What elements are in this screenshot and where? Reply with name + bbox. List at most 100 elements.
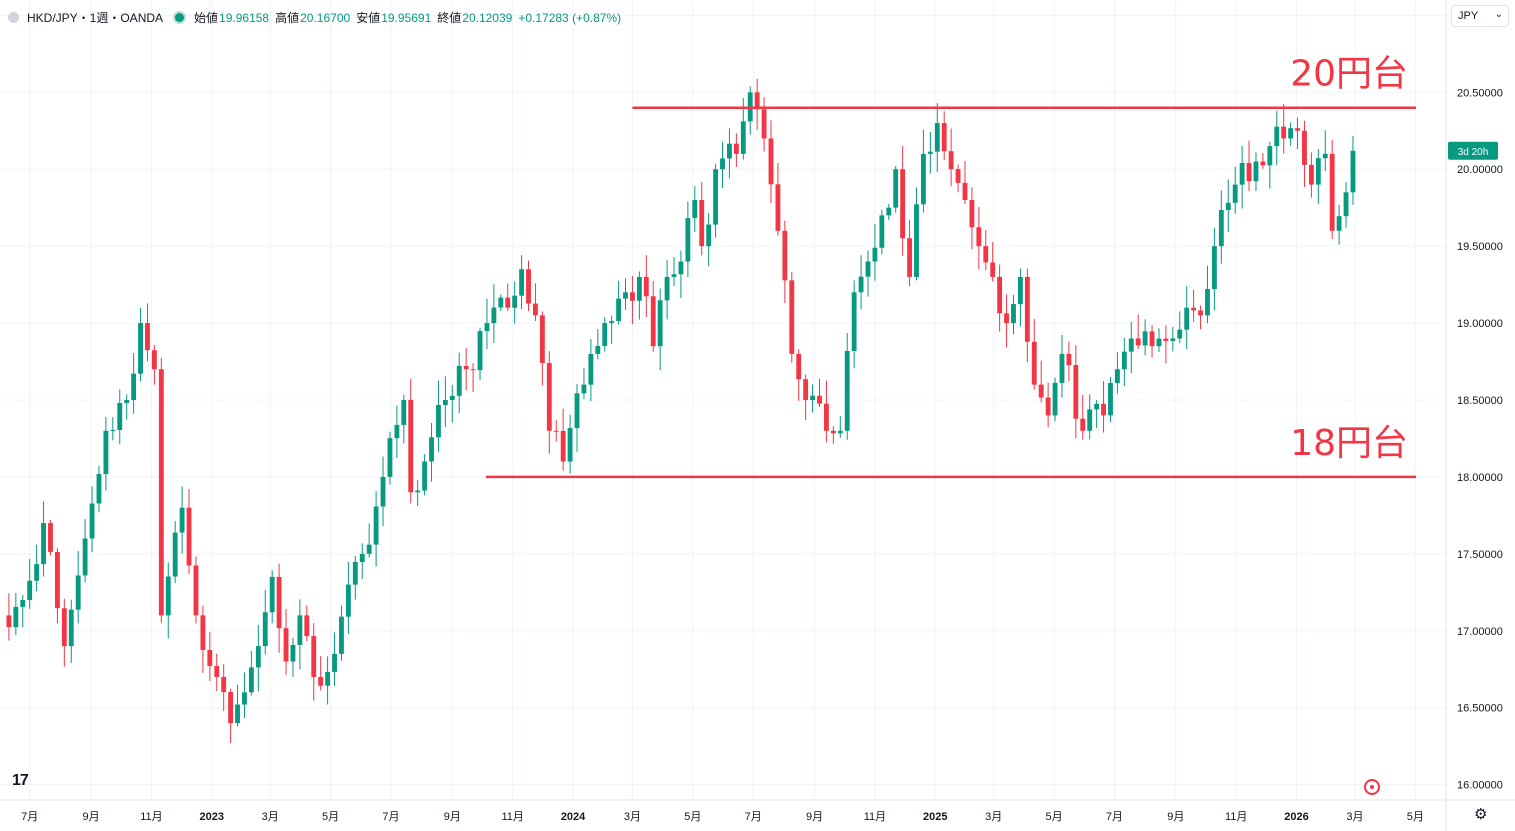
candle-body [387,438,393,477]
candle-body [456,365,462,396]
time-tick-label: 9月 [806,811,823,823]
close-label: 終値 [437,11,462,25]
candle-body [1073,365,1079,419]
gear-icon[interactable]: ⚙ [1474,806,1488,823]
candle-body [692,200,698,219]
candle-body [519,269,525,296]
candle-body [380,476,386,507]
time-tick-label: 9月 [82,811,99,823]
candle-body [768,138,774,185]
currency-select[interactable]: JPY ⌄ [1451,5,1509,27]
time-tick-label: 11月 [1225,811,1247,823]
time-tick-label: 11月 [140,811,162,823]
candle-body [1038,384,1044,398]
candle-body [817,395,822,404]
close-value: 20.12039 [462,10,513,25]
candle-body [158,369,164,616]
candle-body [207,649,213,666]
low-label: 安値 [356,11,381,25]
candle-body [484,323,490,332]
candle-body [200,615,206,650]
time-tick-label: 2024 [561,811,586,823]
candle-body [54,551,60,609]
candle-body [900,169,906,239]
candle-body [976,227,982,247]
candle-body [907,238,912,277]
symbol-title[interactable]: HKD/JPY・1週・OANDA [27,11,164,25]
candle-body [498,297,504,308]
candles-layer [6,78,1356,744]
candle-body [304,615,310,637]
candle-body [1239,163,1245,185]
candle-body [1045,397,1051,416]
time-tick-label: 11月 [501,811,523,823]
candle-body [283,628,289,662]
candle-body [1246,163,1252,182]
candle-body [1315,158,1321,185]
candle-body [325,671,331,686]
candle-body [553,430,559,432]
candle-body [82,538,88,576]
candle-body [983,246,989,263]
candle-body [914,204,919,277]
candle-body [491,307,497,324]
tradingview-logo-icon[interactable]: 17 [12,772,29,789]
candle-body [13,606,19,628]
chevron-down-icon: ⌄ [1494,9,1503,20]
candle-body [1031,341,1037,385]
candle-body [228,692,234,724]
candle-body [235,704,240,724]
candle-body [948,151,954,170]
candle-body [151,350,157,370]
candle-body [1253,161,1259,182]
candle-body [193,565,199,616]
candle-body [526,269,531,304]
price-tick-label: 20.50000 [1457,87,1503,99]
candle-body [1087,409,1093,431]
price-tick-label: 19.00000 [1457,318,1503,330]
candle-body [636,276,642,301]
candle-body [1108,383,1113,416]
candle-body [470,369,476,371]
candle-body [920,153,926,205]
candle-body [165,576,171,616]
time-tick-label: 7月 [382,811,399,823]
candle-body [678,261,684,275]
candle-body [290,644,296,662]
candle-body [345,584,351,617]
open-value: 19.96158 [219,10,270,25]
candle-body [810,395,815,400]
price-tick-label: 20.00000 [1457,164,1503,176]
go-to-realtime-icon[interactable] [1364,779,1380,795]
market-status-icon [173,11,187,24]
candle-body [886,207,892,216]
candle-body [1177,329,1183,339]
candle-body [740,121,746,154]
candle-body [110,430,116,432]
time-tick-label: 5月 [1046,811,1063,823]
candle-body [761,109,767,139]
candle-body [34,564,40,581]
candle-body [539,315,545,363]
candle-body [685,218,691,262]
time-tick-label: 9月 [1167,811,1184,823]
candle-body [567,428,573,462]
time-tick-label: 11月 [864,811,886,823]
candle-body [706,224,712,247]
high-label: 高値 [275,11,300,25]
candle-body [713,169,719,225]
time-tick-label: 7月 [1106,811,1123,823]
candle-body [1170,338,1176,341]
candle-body [789,280,795,354]
time-tick-label: 2026 [1284,811,1308,823]
candle-body [352,562,358,585]
high-value: 20.16700 [300,10,351,25]
time-tick-label: 5月 [322,811,339,823]
candle-body [1198,310,1203,316]
candle-body [1211,246,1217,290]
candle-body [214,665,220,677]
candle-body [1149,331,1155,347]
candle-body [1017,276,1023,305]
candle-body [20,600,26,607]
